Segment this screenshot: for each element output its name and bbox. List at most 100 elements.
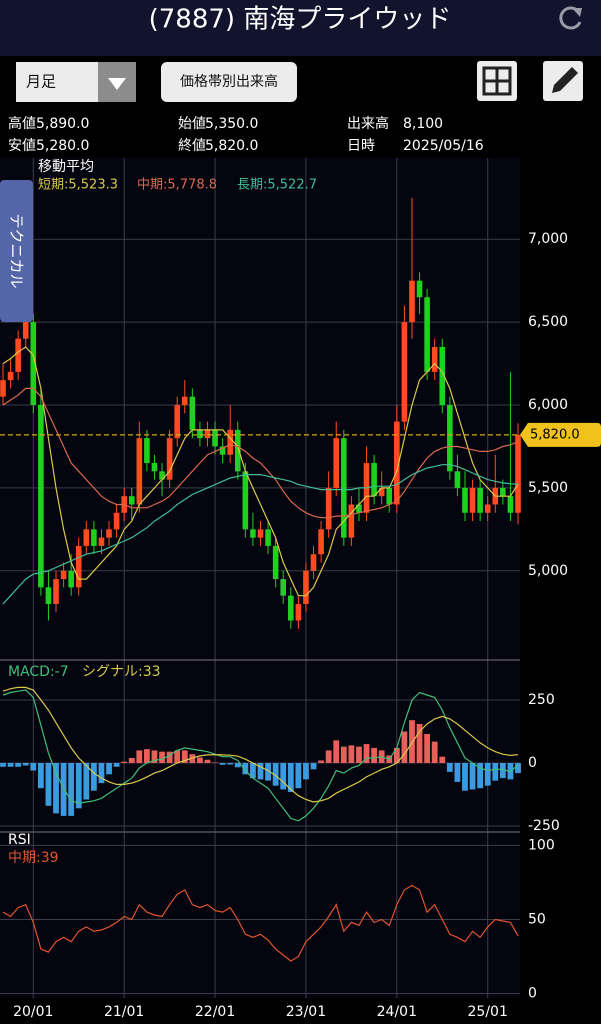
candle-body xyxy=(174,405,180,439)
histogram-bar xyxy=(439,756,446,763)
candle-body xyxy=(250,529,256,538)
histogram-bar xyxy=(83,762,90,800)
indicator-line xyxy=(2,346,519,597)
histogram-bar xyxy=(431,741,438,763)
y-tick-label: 6,500 xyxy=(528,314,568,330)
histogram-bar xyxy=(333,740,340,763)
dropdown-arrow xyxy=(108,78,126,90)
histogram-bar xyxy=(15,762,22,767)
histogram-bar xyxy=(159,751,165,763)
candle-body xyxy=(341,438,347,538)
histogram-bar xyxy=(60,762,67,816)
refresh-button[interactable] xyxy=(559,6,582,30)
candle-body xyxy=(219,446,226,455)
candle-body xyxy=(386,487,393,505)
candle-body xyxy=(401,322,408,422)
candle-body xyxy=(500,487,506,497)
info-value: 5,820.0 xyxy=(205,138,258,154)
histogram-bar xyxy=(499,762,506,779)
histogram-bar xyxy=(121,761,128,763)
legend-entry: 中期:39 xyxy=(8,850,59,866)
candle-body xyxy=(212,429,218,447)
candle-body xyxy=(22,322,29,339)
top-bar xyxy=(0,0,601,56)
histogram-bar xyxy=(234,762,241,768)
candle-body xyxy=(0,380,6,397)
histogram-bar xyxy=(409,720,415,763)
legend-entry: 長期:5,522.7 xyxy=(237,178,317,193)
histogram-bar xyxy=(113,762,120,767)
legend-entry: 短期:5,523.3 xyxy=(38,178,118,193)
histogram-bar xyxy=(303,762,309,780)
candle-body xyxy=(439,346,446,406)
y-tick-label: 250 xyxy=(528,692,555,708)
candle-body xyxy=(409,280,415,323)
histogram-bar xyxy=(363,744,370,763)
period-dropdown[interactable]: 月足 xyxy=(16,62,136,102)
candle-body xyxy=(303,570,309,604)
technical-tab[interactable]: テクニカル xyxy=(0,180,33,322)
draw-button[interactable] xyxy=(543,61,583,101)
candle-body xyxy=(60,570,67,580)
candle-body xyxy=(91,529,97,546)
y-tick-label: 5,000 xyxy=(528,563,568,579)
histogram-bar xyxy=(515,762,521,774)
indicator-line xyxy=(2,686,519,803)
histogram-bar xyxy=(128,757,135,763)
candle-body xyxy=(515,434,521,513)
indicator-title: RSI xyxy=(8,832,31,848)
candle-body xyxy=(287,595,294,621)
histogram-bar xyxy=(227,762,234,765)
y-tick-label: 0 xyxy=(528,755,537,771)
candle-body xyxy=(159,471,165,480)
histogram-bar xyxy=(106,762,112,775)
candle-body xyxy=(325,487,332,530)
legend-entry: MACD:-7 xyxy=(8,664,69,680)
histogram-bar xyxy=(37,762,44,789)
histogram-bar xyxy=(446,762,453,772)
candle-body xyxy=(318,529,324,555)
candle-body xyxy=(477,487,483,513)
candle-body xyxy=(68,570,74,588)
x-tick-label: 24/01 xyxy=(377,1004,417,1020)
info-label: 安値 xyxy=(8,138,36,154)
candle-body xyxy=(144,438,150,464)
histogram-bar xyxy=(136,750,143,763)
candle-body xyxy=(83,529,90,546)
histogram-bar xyxy=(401,731,408,763)
candle-body xyxy=(227,429,234,455)
histogram-bar xyxy=(325,750,332,763)
histogram-bar xyxy=(68,762,75,816)
indicator-title: 移動平均 xyxy=(38,159,94,175)
indicator-line xyxy=(2,387,519,519)
histogram-bar xyxy=(310,762,317,770)
candle-body xyxy=(507,496,514,513)
candle-body xyxy=(38,405,44,588)
histogram-bar xyxy=(250,762,256,779)
histogram-bar xyxy=(462,762,468,791)
info-label: 高値 xyxy=(8,115,36,132)
histogram-bar xyxy=(484,762,491,786)
histogram-bar xyxy=(212,762,218,763)
histogram-bar xyxy=(151,750,158,763)
candle-body xyxy=(431,346,438,372)
histogram-bar xyxy=(371,747,378,763)
candle-body xyxy=(371,463,377,497)
candle-body xyxy=(45,587,52,604)
volume-profile-button[interactable]: 価格帯別出来高 xyxy=(161,62,297,102)
candle-body xyxy=(265,529,271,546)
histogram-bar xyxy=(454,762,461,782)
candle-body xyxy=(242,471,249,530)
candle-body xyxy=(424,297,430,372)
info-label: 日時 xyxy=(347,138,375,154)
histogram-bar xyxy=(356,746,362,763)
y-tick-label: 50 xyxy=(528,911,546,927)
histogram-bar xyxy=(280,762,287,790)
histogram-bar xyxy=(469,762,476,790)
histogram-bar xyxy=(416,723,423,763)
candle-body xyxy=(310,554,317,571)
candle-body xyxy=(151,463,158,472)
layout-button[interactable] xyxy=(477,61,517,101)
y-tick-label: -250 xyxy=(528,818,560,834)
